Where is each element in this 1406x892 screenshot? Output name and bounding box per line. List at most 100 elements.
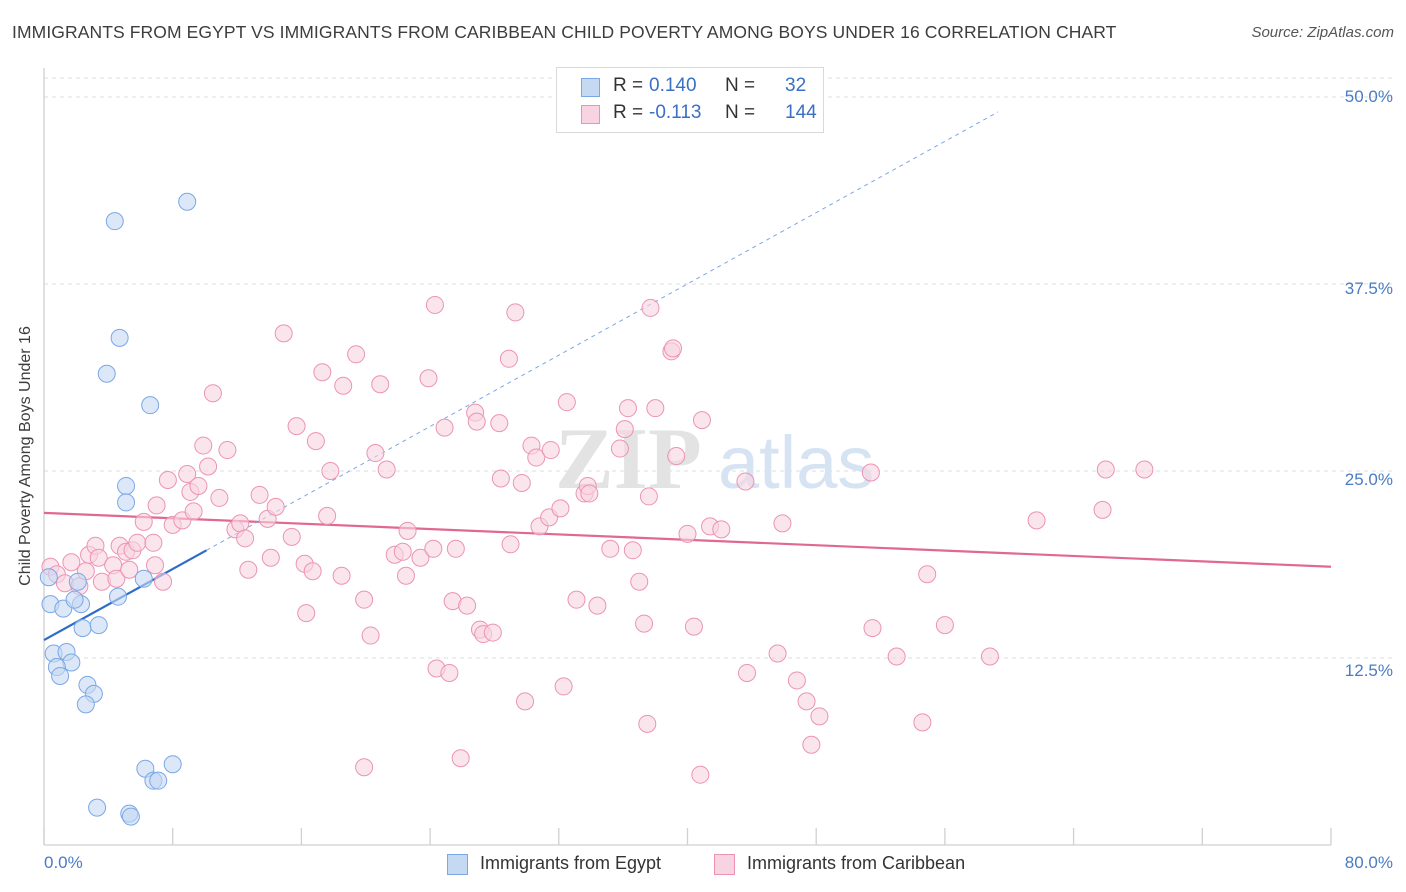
caribbean-point — [623, 541, 642, 560]
caribbean-point — [1093, 500, 1112, 519]
caribbean-point — [313, 363, 332, 382]
caribbean-point — [1027, 511, 1046, 530]
caribbean-point — [527, 448, 546, 467]
caribbean-point — [144, 533, 163, 552]
caribbean-point — [887, 647, 906, 666]
egypt-point — [89, 616, 108, 635]
caribbean-point — [158, 470, 177, 489]
caribbean-point — [184, 502, 203, 521]
caribbean-point — [913, 713, 932, 732]
y-tick-label-12-5: 12.5% — [1344, 661, 1393, 680]
caribbean-point — [306, 432, 325, 451]
caribbean-point — [377, 460, 396, 479]
caribbean-point — [506, 303, 525, 322]
caribbean-point — [297, 604, 316, 623]
chart-title: IMMIGRANTS FROM EGYPT VS IMMIGRANTS FROM… — [12, 22, 1117, 42]
egypt-point — [117, 476, 136, 495]
caribbean-point — [483, 623, 502, 642]
caribbean-point — [334, 376, 353, 395]
caribbean-point — [321, 462, 340, 480]
egypt-point — [76, 695, 95, 714]
caribbean-point — [692, 411, 711, 430]
caribbean-point — [318, 506, 337, 525]
caribbean-point — [557, 393, 576, 412]
caribbean-point — [678, 524, 697, 543]
caribbean-swatch — [581, 105, 600, 124]
caribbean-point — [787, 671, 806, 690]
caribbean-point — [146, 556, 165, 575]
caribbean-point — [736, 472, 755, 491]
caribbean-point — [635, 614, 654, 633]
caribbean-point — [332, 566, 351, 585]
caribbean-point — [935, 616, 954, 635]
caribbean-point — [147, 496, 166, 515]
caribbean-point — [355, 590, 374, 609]
caribbean-point — [512, 473, 531, 492]
caribbean-point — [490, 414, 509, 433]
caribbean-point — [630, 572, 649, 591]
caribbean-point — [639, 487, 658, 506]
caribbean-point — [128, 533, 147, 552]
r-value-caribbean: -0.113 — [649, 102, 702, 123]
egypt-point — [121, 807, 140, 826]
caribbean-point — [601, 539, 620, 558]
egypt-point — [105, 212, 124, 231]
caribbean-point — [664, 339, 683, 358]
caribbean-point — [199, 457, 218, 476]
n-label: N = — [725, 75, 756, 96]
caribbean-point — [863, 619, 882, 638]
caribbean-point — [424, 539, 443, 558]
caribbean-point — [282, 527, 301, 546]
caribbean-point — [541, 441, 560, 460]
caribbean-point — [451, 749, 470, 768]
caribbean-point — [712, 520, 731, 539]
caribbean-point — [684, 617, 703, 636]
caribbean-point — [218, 441, 237, 460]
caribbean-point — [303, 562, 322, 581]
caribbean-point — [491, 469, 510, 488]
caribbean-point — [239, 560, 258, 579]
caribbean-point — [797, 692, 816, 711]
caribbean-point — [458, 596, 477, 615]
caribbean-point — [861, 463, 880, 482]
caribbean-point — [194, 436, 213, 455]
x-tick-label-max: 80.0% — [1344, 853, 1393, 872]
y-tick-label-37-5: 37.5% — [1344, 279, 1393, 298]
egypt-point — [149, 771, 168, 790]
caribbean-point — [773, 514, 792, 533]
caribbean-point — [92, 572, 111, 591]
caribbean-point — [425, 295, 444, 314]
caribbean-point — [435, 418, 454, 437]
n-label: N = — [725, 102, 756, 123]
caribbean-point — [615, 420, 634, 439]
caribbean-point — [419, 369, 438, 388]
egypt-point — [109, 587, 128, 606]
caribbean-point — [355, 758, 374, 777]
y-axis-label: Child Poverty Among Boys Under 16 — [17, 326, 34, 586]
caribbean-point — [154, 572, 173, 591]
egypt-point — [65, 590, 84, 609]
r-label: R = — [613, 75, 644, 96]
egypt-point — [178, 192, 197, 211]
correlation-stats-box: R = 0.140 N = 32 R = -0.113 N = 144 — [556, 67, 824, 133]
egypt-point — [68, 572, 87, 591]
caribbean-point — [189, 476, 208, 495]
caribbean-point — [393, 542, 412, 561]
caribbean-point — [691, 765, 710, 784]
data-points — [39, 192, 1154, 826]
caribbean-point — [446, 539, 465, 558]
r-value-egypt: 0.140 — [649, 75, 697, 96]
egypt-swatch — [581, 78, 600, 97]
caribbean-point — [610, 439, 629, 458]
n-value-egypt: 32 — [785, 75, 807, 96]
r-label: R = — [613, 102, 644, 123]
n-value-caribbean: 144 — [785, 102, 817, 123]
caribbean-point — [371, 375, 390, 394]
chart-source: Source: ZipAtlas.com — [1251, 24, 1394, 41]
caribbean-point — [768, 644, 787, 663]
caribbean-point — [250, 485, 269, 504]
caribbean-point — [396, 566, 415, 585]
caribbean-point — [210, 488, 229, 507]
caribbean-point — [588, 596, 607, 615]
